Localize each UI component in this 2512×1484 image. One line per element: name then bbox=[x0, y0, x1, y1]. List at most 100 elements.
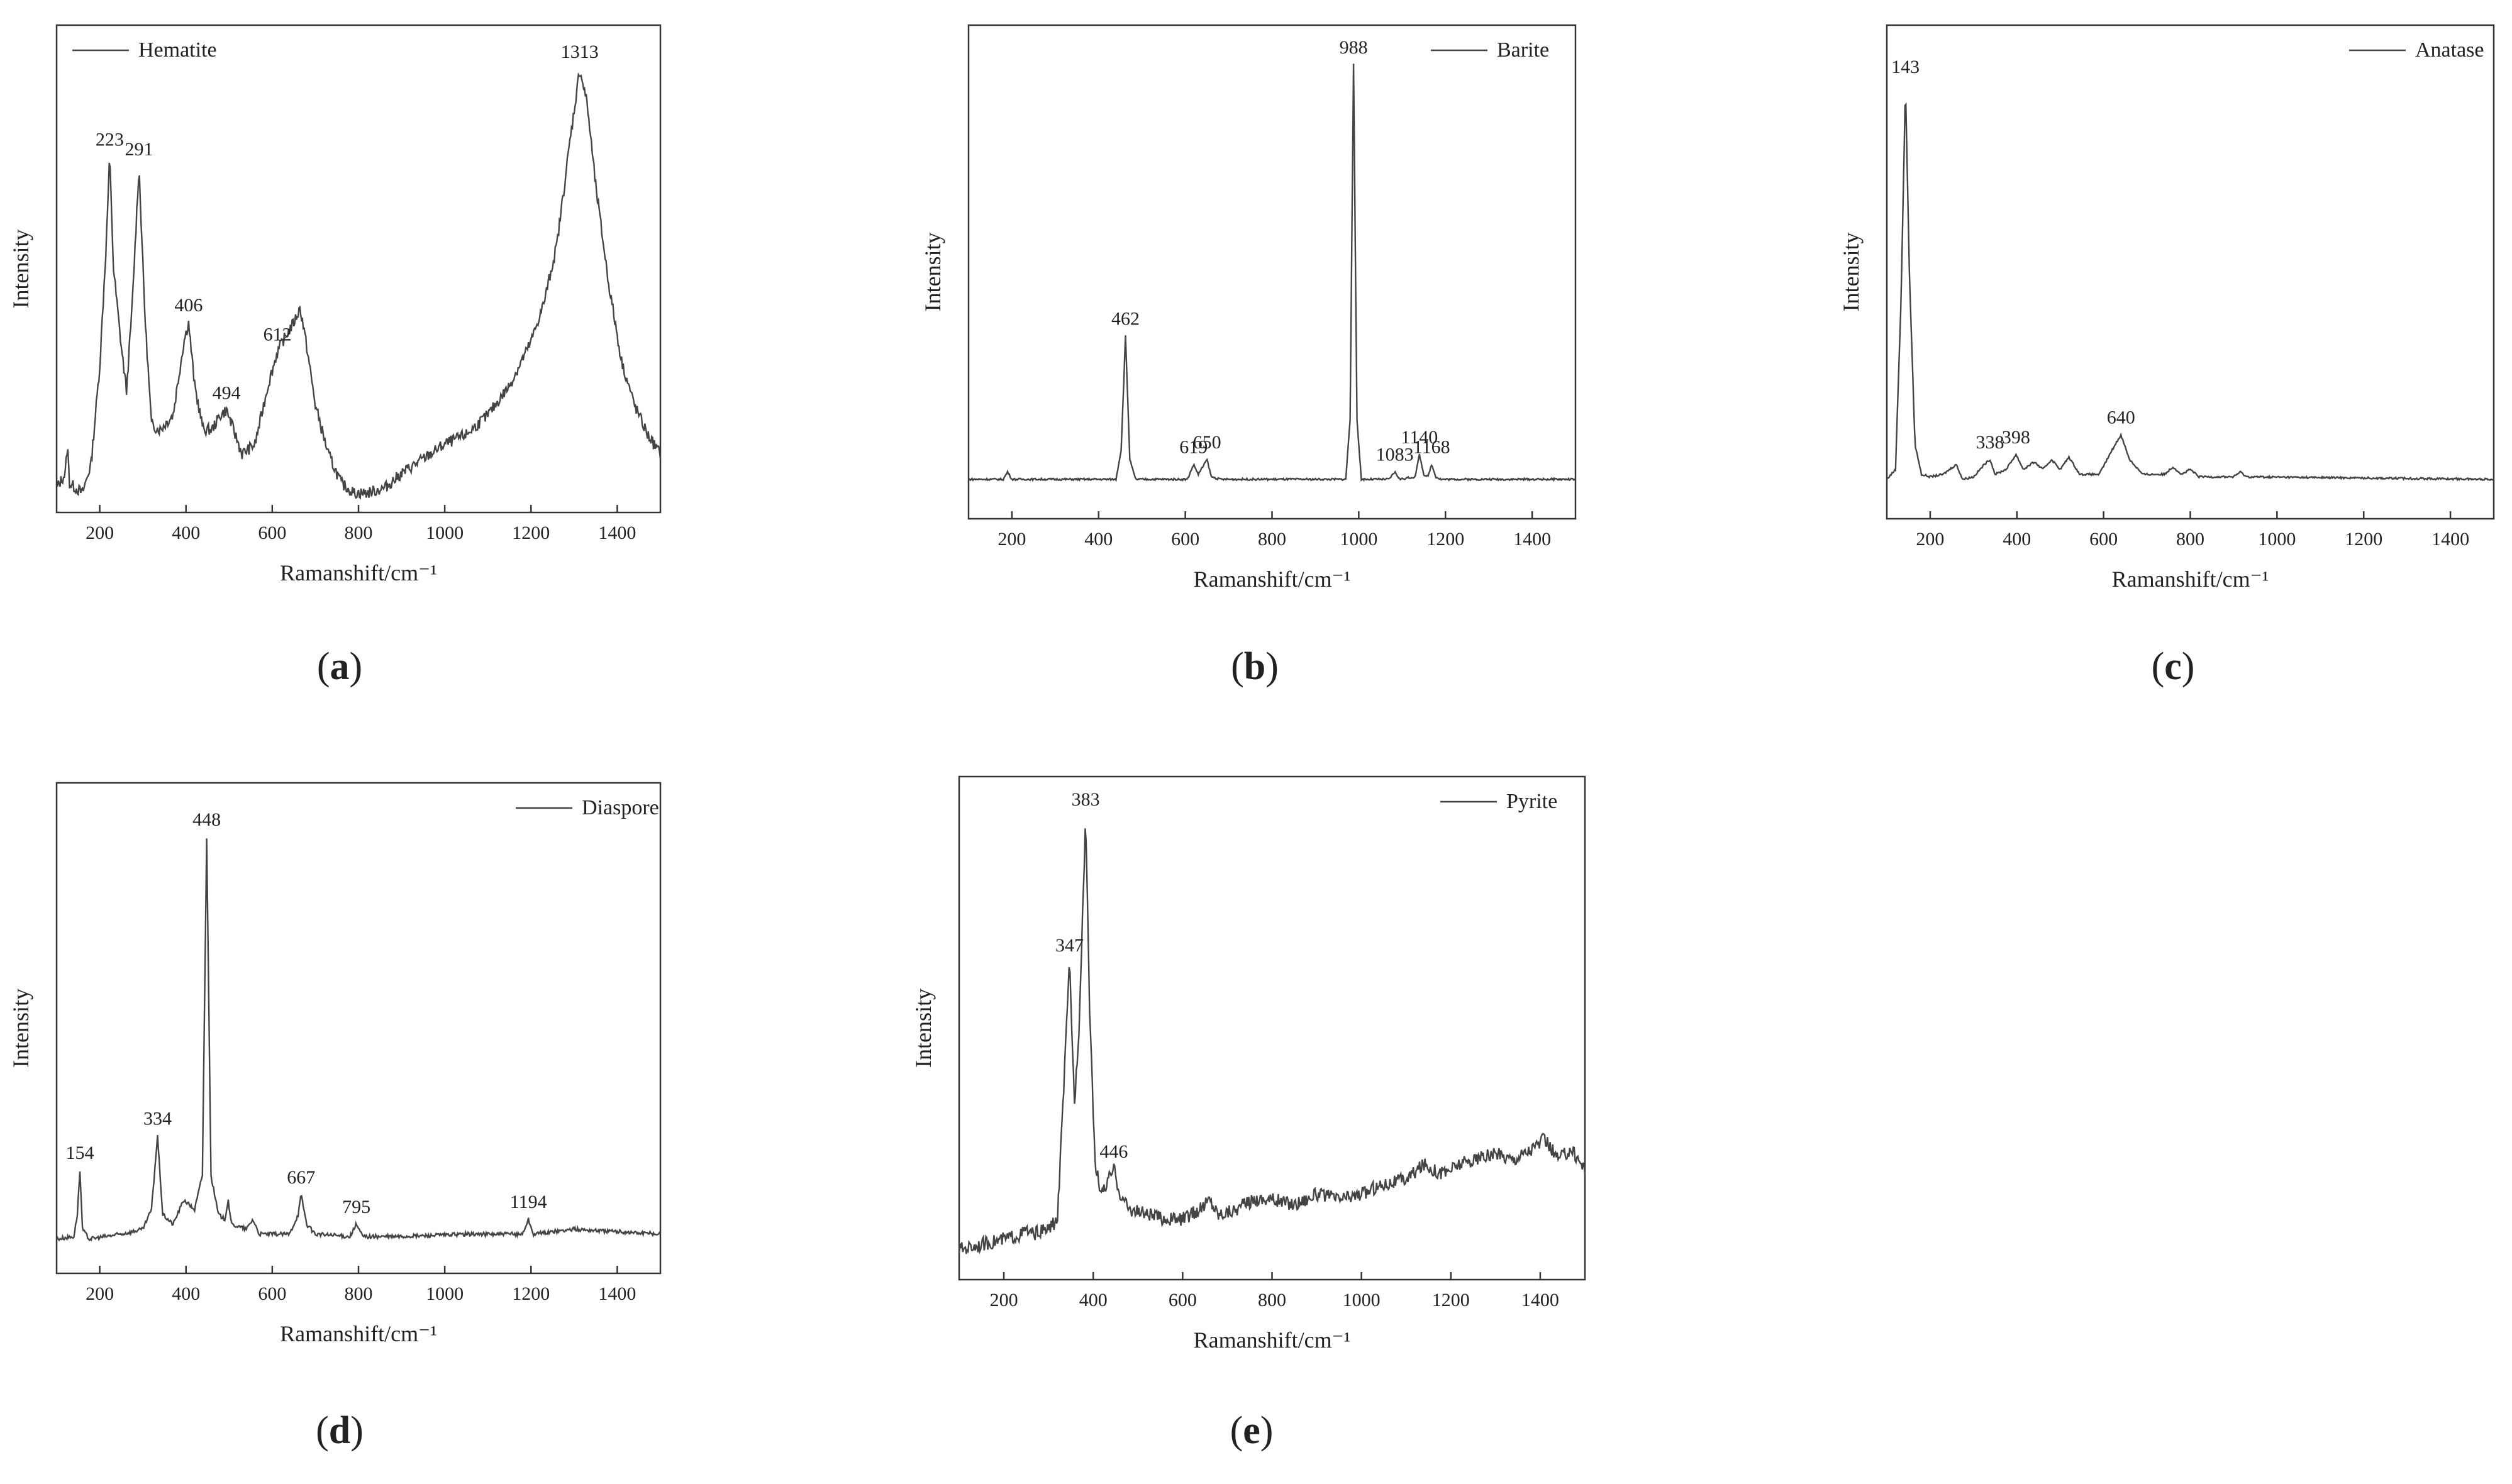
chart-e-peak-label: 446 bbox=[1099, 1141, 1128, 1162]
chart-d-legend-label: Diaspore bbox=[582, 796, 659, 819]
chart-d-xtick-label: 200 bbox=[86, 1283, 114, 1304]
chart-e-xtick-label: 200 bbox=[990, 1290, 1018, 1310]
chart-d-peak-label: 334 bbox=[143, 1109, 172, 1129]
chart-b-ylabel: Intensity bbox=[920, 233, 945, 312]
chart-c-peak-label: 640 bbox=[2107, 407, 2135, 428]
chart-b-xtick-label: 1000 bbox=[1340, 529, 1377, 550]
chart-d-svg: 200 400 600 800 1000 1200 1400 Ramanshift/cm⁻¹ I… bbox=[8, 782, 662, 1346]
chart-a-caption-letter: a bbox=[330, 645, 350, 688]
chart-b-peak-label: 1083 bbox=[1376, 444, 1414, 465]
chart-e-ylabel: Intensity bbox=[911, 988, 936, 1068]
chart-e-xlabel: Ramanshift/cm⁻¹ bbox=[1194, 1327, 1351, 1353]
chart-d-xtick-label: 1200 bbox=[512, 1283, 550, 1304]
chart-d-xtick-label: 1000 bbox=[426, 1283, 464, 1304]
chart-b-legend-label: Barite bbox=[1497, 38, 1549, 62]
chart-e-caption: (e) bbox=[1230, 1409, 1274, 1452]
chart-c-xtick-label: 400 bbox=[2003, 529, 2031, 550]
chart-e-xtick-label: 1000 bbox=[1343, 1290, 1381, 1310]
chart-a-frame bbox=[55, 24, 662, 514]
chart-b-xtick-label: 1400 bbox=[1513, 529, 1551, 550]
chart-e-peak-label: 347 bbox=[1055, 935, 1084, 956]
chart-b-svg: 200 400 600 800 1000 1200 1400 Ramanshift/cm⁻¹ I… bbox=[920, 24, 1577, 592]
chart-d-peak-label: 1194 bbox=[510, 1192, 547, 1212]
chart-panel-b: 200 400 600 800 1000 1200 1400 Ramanshift/cm⁻¹ I… bbox=[906, 0, 1598, 723]
chart-a-xtick-label: 400 bbox=[172, 523, 200, 543]
chart-panel-e: 200 400 600 800 1000 1200 1400 Ramanshift/cm⁻¹ I… bbox=[906, 755, 1598, 1484]
chart-c-series-anatase bbox=[1886, 102, 2494, 482]
chart-d-peak-label: 154 bbox=[66, 1143, 94, 1163]
chart-b-xtick-label: 800 bbox=[1258, 529, 1286, 550]
chart-b-frame bbox=[967, 24, 1577, 520]
chart-b-series-barite bbox=[968, 64, 1576, 482]
chart-e-peak-label: 383 bbox=[1072, 789, 1100, 810]
chart-e-xtick-label: 1400 bbox=[1521, 1290, 1559, 1310]
chart-c-xtick-label: 1000 bbox=[2258, 529, 2296, 550]
chart-a-svg: 200 400 600 800 1000 1200 1400 Ramanshift/cm⁻¹ I… bbox=[8, 24, 662, 585]
chart-a-series-hematite bbox=[56, 72, 662, 500]
chart-d-peak-label: 795 bbox=[342, 1197, 370, 1217]
chart-c-svg: 200 400 600 800 1000 1200 1400 Ramanshift/cm⁻¹ I… bbox=[1838, 24, 2495, 592]
chart-a-peak-label: 494 bbox=[213, 382, 241, 403]
chart-panel-a: 200 400 600 800 1000 1200 1400 Ramanshift/cm⁻¹ I… bbox=[0, 0, 692, 723]
chart-c-legend-label: Anatase bbox=[2415, 38, 2484, 62]
chart-panel-d: 200 400 600 800 1000 1200 1400 Ramanshift/cm⁻¹ I… bbox=[0, 755, 692, 1484]
chart-a-xtick-label: 1000 bbox=[426, 523, 464, 543]
chart-e-xtick-label: 1200 bbox=[1432, 1290, 1470, 1310]
chart-a-xtick-label: 1200 bbox=[512, 523, 550, 543]
chart-b-xtick-label: 600 bbox=[1171, 529, 1199, 550]
chart-d-ylabel: Intensity bbox=[8, 988, 33, 1068]
chart-d-xtick-label: 400 bbox=[172, 1283, 200, 1304]
chart-a-peak-label: 1313 bbox=[561, 42, 599, 62]
chart-a-xtick-label: 1400 bbox=[598, 523, 636, 543]
chart-b-caption: (b) bbox=[1231, 645, 1279, 688]
chart-a-xtick-label: 200 bbox=[86, 523, 114, 543]
chart-e-frame bbox=[958, 775, 1586, 1281]
chart-d-caption: (d) bbox=[316, 1409, 364, 1452]
chart-b-peak-label: 1168 bbox=[1413, 437, 1450, 458]
chart-e-svg: 200 400 600 800 1000 1200 1400 Ramanshift/cm⁻¹ I… bbox=[911, 775, 1586, 1353]
chart-d-peak-label: 667 bbox=[287, 1167, 315, 1188]
chart-d-peak-label: 448 bbox=[192, 809, 221, 830]
chart-b-caption-letter: b bbox=[1243, 645, 1266, 688]
chart-a-xlabel: Ramanshift/cm⁻¹ bbox=[280, 560, 437, 585]
chart-a-xtick-label: 600 bbox=[258, 523, 286, 543]
chart-d-xtick-label: 1400 bbox=[598, 1283, 636, 1304]
chart-e-xtick-label: 600 bbox=[1169, 1290, 1197, 1310]
chart-b-peak-label: 988 bbox=[1340, 37, 1368, 58]
chart-e-legend-label: Pyrite bbox=[1506, 790, 1557, 813]
chart-e-xtick-label: 800 bbox=[1258, 1290, 1286, 1310]
chart-b-peak-label: 462 bbox=[1111, 309, 1140, 329]
chart-c-peak-label: 398 bbox=[2002, 427, 2030, 448]
chart-a-peak-label: 291 bbox=[125, 139, 153, 160]
chart-b-peak-label: 619 bbox=[1179, 437, 1208, 458]
chart-a-legend-label: Hematite bbox=[138, 38, 217, 62]
chart-d-caption-letter: d bbox=[328, 1409, 351, 1452]
chart-d-xtick-label: 600 bbox=[258, 1283, 286, 1304]
chart-b-xtick-label: 400 bbox=[1084, 529, 1113, 550]
chart-b-xlabel: Ramanshift/cm⁻¹ bbox=[1194, 567, 1351, 592]
chart-a-peak-label: 223 bbox=[96, 129, 124, 150]
chart-c-xlabel: Ramanshift/cm⁻¹ bbox=[2112, 567, 2269, 592]
chart-d-xtick-label: 800 bbox=[345, 1283, 373, 1304]
chart-c-xtick-label: 200 bbox=[1916, 529, 1944, 550]
chart-e-series-pyrite bbox=[958, 828, 1586, 1254]
chart-panel-c: 200 400 600 800 1000 1200 1400 Ramanshift/cm⁻¹ I… bbox=[1824, 0, 2512, 723]
chart-b-xtick-label: 1200 bbox=[1426, 529, 1464, 550]
chart-a-peak-label: 612 bbox=[264, 324, 292, 345]
chart-c-peak-label: 143 bbox=[1891, 57, 1920, 77]
chart-c-caption-letter: c bbox=[2164, 645, 2182, 688]
chart-c-peak-label: 338 bbox=[1976, 432, 2004, 453]
chart-a-ylabel: Intensity bbox=[8, 230, 33, 309]
chart-a-peak-label: 406 bbox=[174, 295, 203, 316]
chart-d-xlabel: Ramanshift/cm⁻¹ bbox=[280, 1321, 437, 1346]
chart-c-xtick-label: 600 bbox=[2089, 529, 2118, 550]
chart-e-xtick-label: 400 bbox=[1079, 1290, 1108, 1310]
chart-b-peak-label: 1140 bbox=[1401, 427, 1438, 448]
chart-c-xtick-label: 1400 bbox=[2431, 529, 2469, 550]
chart-c-xtick-label: 1200 bbox=[2345, 529, 2382, 550]
chart-c-caption: (c) bbox=[2151, 645, 2195, 688]
chart-b-peak-label: 650 bbox=[1193, 432, 1221, 453]
chart-a-xtick-label: 800 bbox=[345, 523, 373, 543]
chart-e-caption-letter: e bbox=[1243, 1409, 1260, 1452]
chart-a-caption: (a) bbox=[316, 645, 363, 688]
